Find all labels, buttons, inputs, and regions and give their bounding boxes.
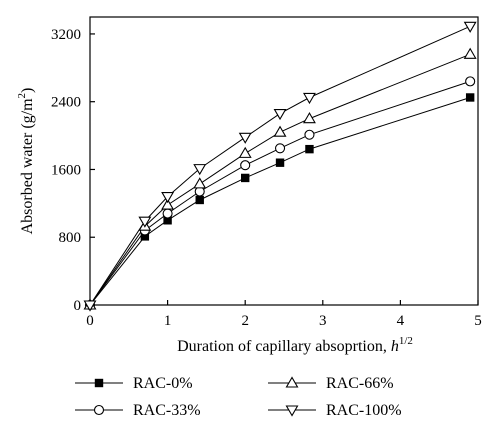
data-point-series-2 xyxy=(304,129,315,140)
axis-ticks: 0 1 2 3 4 5 0 800 1600 2400 3200 xyxy=(51,27,482,329)
data-point-series-1 xyxy=(195,195,204,205)
legend-marker xyxy=(285,405,299,417)
data-point-series-2 xyxy=(274,143,286,154)
data-point-series-2 xyxy=(162,208,173,219)
x-tick-label: 0 xyxy=(86,313,94,329)
plot-area: 0 1 2 3 4 5 0 800 1600 2400 3200 xyxy=(51,16,482,329)
data-point-series-4 xyxy=(238,132,252,144)
x-tick-label: 4 xyxy=(397,313,405,329)
legend-item: RAC-66% xyxy=(268,375,394,392)
y-tick-label: 2400 xyxy=(51,95,81,111)
data-point-series-3 xyxy=(273,125,287,137)
data-point-series-2 xyxy=(465,76,476,87)
y-tick-label: 1600 xyxy=(51,162,81,178)
data-point-series-1 xyxy=(465,93,475,102)
legend-label: RAC-33% xyxy=(133,402,201,419)
data-point-series-2 xyxy=(240,160,251,171)
x-tick-label: 5 xyxy=(474,313,482,329)
x-axis-title-main: Duration of capillary absoprtion, xyxy=(177,338,391,355)
data-point-series-4 xyxy=(193,164,207,176)
legend-label: RAC-0% xyxy=(133,375,193,392)
series-markers xyxy=(83,21,477,312)
data-point-series-1 xyxy=(140,232,150,241)
data-point-series-3 xyxy=(238,146,252,158)
y-tick-label: 800 xyxy=(59,230,82,246)
legend-marker xyxy=(94,378,104,388)
plot-frame xyxy=(89,16,479,306)
y-axis-title-main: Absorbed water (g/m xyxy=(19,98,36,235)
data-point-series-1 xyxy=(241,173,250,183)
y-tick-label: 0 xyxy=(74,298,82,314)
data-point-series-1 xyxy=(305,144,314,154)
data-point-series-3 xyxy=(193,177,207,189)
legend-label: RAC-66% xyxy=(326,375,394,392)
legend-item: RAC-33% xyxy=(75,402,201,419)
x-tick-label: 1 xyxy=(164,313,172,329)
data-point-series-1 xyxy=(163,216,172,225)
data-point-series-1 xyxy=(275,158,285,167)
y-tick-label: 3200 xyxy=(51,27,81,43)
legend-label: RAC-100% xyxy=(326,402,402,419)
data-point-series-4 xyxy=(302,92,316,105)
data-point-series-3 xyxy=(161,198,175,210)
legend: RAC-0% RAC-33% RAC-66% RAC-100% xyxy=(75,375,402,419)
y-axis-title: Absorbed water (g/m2) xyxy=(16,88,36,235)
x-axis-title-var: h xyxy=(391,338,399,355)
data-point-series-3 xyxy=(463,47,477,59)
x-axis-title-exp: 1/2 xyxy=(399,335,413,347)
data-point-series-4 xyxy=(83,300,97,312)
data-point-series-4 xyxy=(273,109,287,121)
y-axis-title-sup: 2 xyxy=(16,93,28,99)
y-axis-title-end: ) xyxy=(19,88,36,93)
legend-marker xyxy=(285,376,299,388)
data-point-series-4 xyxy=(161,192,175,204)
series-line-3 xyxy=(89,53,471,306)
data-point-series-3 xyxy=(302,112,316,124)
data-point-series-4 xyxy=(138,216,152,228)
data-point-series-4 xyxy=(463,21,477,33)
legend-item: RAC-0% xyxy=(75,375,193,392)
x-tick-label: 2 xyxy=(241,313,249,329)
legend-marker xyxy=(93,404,105,416)
x-axis-title: Duration of capillary absoprtion, h1/2 xyxy=(177,335,413,355)
legend-item: RAC-100% xyxy=(268,402,402,419)
x-tick-label: 3 xyxy=(319,313,327,329)
